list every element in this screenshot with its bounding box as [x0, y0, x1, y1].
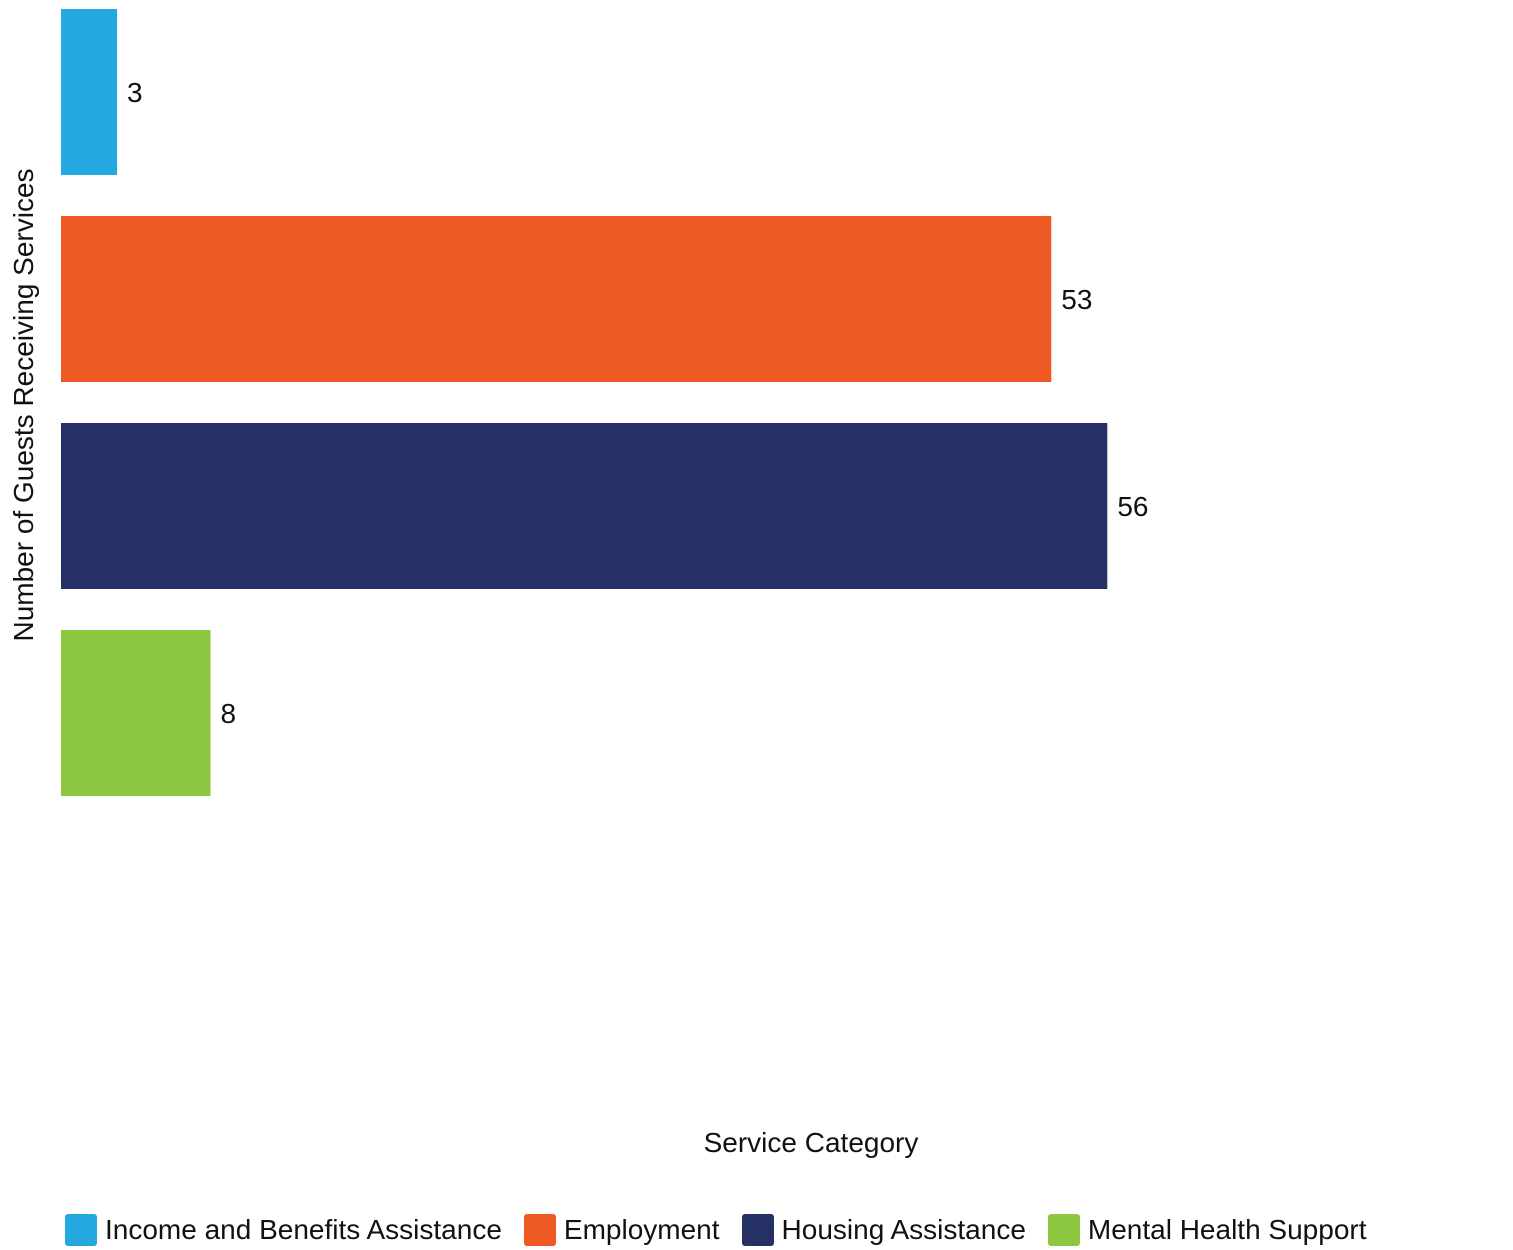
legend-swatch — [523, 1214, 556, 1246]
bar-income-and-benefits-assistance — [61, 9, 118, 175]
legend-label: Housing Assistance — [781, 1214, 1026, 1245]
bar-employment — [61, 216, 1052, 382]
data-label-mental-health-support: 8 — [220, 698, 236, 729]
data-label-employment: 53 — [1061, 284, 1092, 315]
legend-swatch — [1047, 1214, 1080, 1246]
legend-label: Mental Health Support — [1087, 1214, 1367, 1245]
legend-item-housing-assistance: Housing Assistance — [741, 1213, 1026, 1247]
bar-mental-health-support — [61, 630, 211, 796]
legend-label: Employment — [563, 1214, 720, 1245]
data-label-income-and-benefits-assistance: 3 — [127, 77, 143, 108]
legend-item-employment: Employment — [523, 1213, 720, 1247]
y-axis-label: Number of Guests Receiving Services — [8, 168, 39, 641]
data-labels-group: 3 53 56 8 — [127, 77, 1148, 729]
x-axis-label: Service Category — [704, 1127, 919, 1158]
legend-label: Income and Benefits Assistance — [105, 1214, 502, 1245]
legend-swatch — [741, 1214, 774, 1246]
bar-housing-assistance — [61, 423, 1108, 589]
data-label-housing-assistance: 56 — [1117, 491, 1148, 522]
legend-item-income-and-benefits-assistance: Income and Benefits Assistance — [65, 1213, 502, 1247]
legend: Income and Benefits Assistance Employmen… — [65, 1210, 1367, 1250]
bars-group — [61, 9, 1108, 796]
legend-swatch — [65, 1214, 97, 1246]
legend-item-mental-health-support: Mental Health Support — [1047, 1213, 1367, 1247]
